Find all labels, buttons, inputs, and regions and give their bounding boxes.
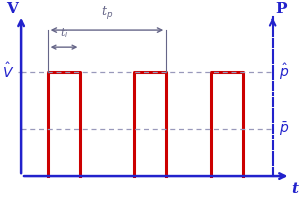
Text: $\hat{V}$: $\hat{V}$ (2, 62, 14, 81)
Text: $\hat{p}$: $\hat{p}$ (279, 62, 289, 82)
Text: P: P (276, 2, 287, 16)
Text: $\bar{p}$: $\bar{p}$ (279, 120, 289, 138)
Text: t$_p$: t$_p$ (101, 4, 113, 21)
Text: t: t (291, 182, 298, 196)
Text: t$_i$: t$_i$ (60, 26, 68, 40)
Text: V: V (6, 2, 18, 16)
